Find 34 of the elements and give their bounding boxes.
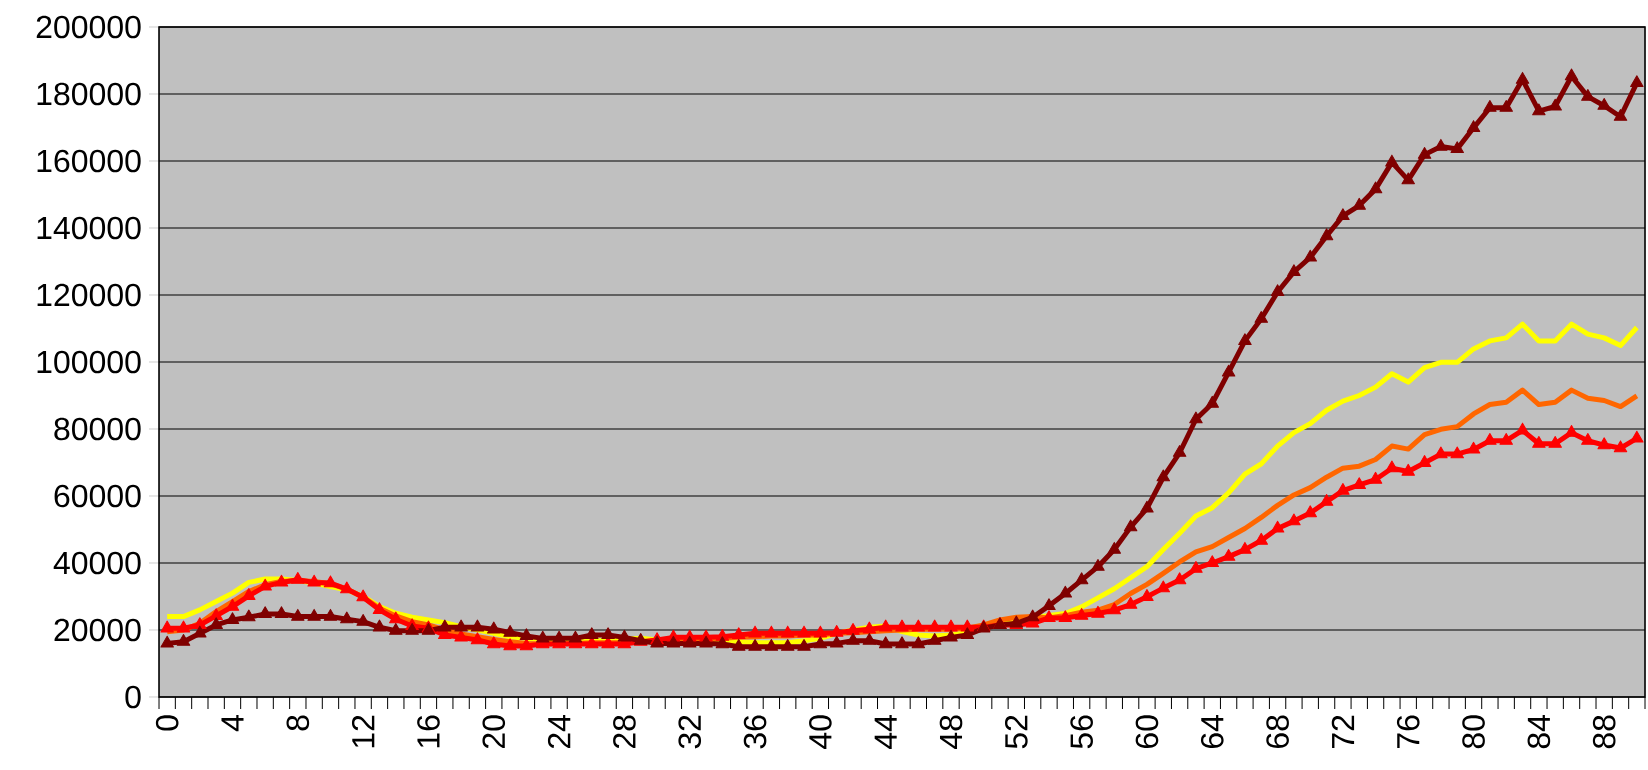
x-tick-label: 8 [286, 715, 310, 731]
x-tick-label: 76 [1396, 715, 1420, 749]
x-tick-label: 68 [1266, 715, 1289, 749]
x-tick-label: 24 [547, 715, 571, 749]
x-tick-label: 72 [1331, 715, 1355, 749]
x-tick-label: 64 [1200, 715, 1224, 749]
y-tick-label: 120000 [37, 283, 141, 307]
x-tick-label: 88 [1592, 715, 1616, 749]
x-tick-label: 32 [678, 715, 702, 749]
x-tick-label: 48 [939, 715, 963, 749]
y-tick-label: 160000 [37, 149, 141, 173]
x-tick-label: 12 [351, 715, 375, 748]
x-tick-label: 28 [613, 715, 636, 749]
x-tick-label: 16 [417, 715, 440, 748]
x-tick-label: 36 [743, 715, 767, 749]
x-tick-label: 20 [482, 715, 506, 749]
x-tick-label: 60 [1135, 715, 1159, 749]
x-tick-label: 52 [1005, 715, 1028, 749]
y-tick-label: 60000 [54, 484, 141, 508]
x-tick-label: 0 [155, 715, 179, 731]
x-tick-label: 84 [1527, 715, 1551, 749]
y-tick-label: 100000 [37, 350, 141, 374]
y-tick-label: 180000 [37, 82, 141, 106]
y-tick-label: 80000 [54, 417, 141, 441]
y-tick-label: 20000 [54, 618, 141, 642]
y-tick-label: 40000 [53, 551, 141, 575]
x-tick-label: 44 [874, 715, 897, 749]
x-tick-label: 80 [1462, 715, 1485, 749]
x-tick-label: 4 [221, 715, 244, 732]
x-tick-label: 56 [1070, 715, 1093, 749]
y-tick-label: 200000 [36, 15, 141, 39]
x-tick-label: 40 [809, 715, 832, 749]
y-tick-label: 140000 [37, 216, 141, 240]
y-tick-label: 0 [125, 685, 141, 709]
